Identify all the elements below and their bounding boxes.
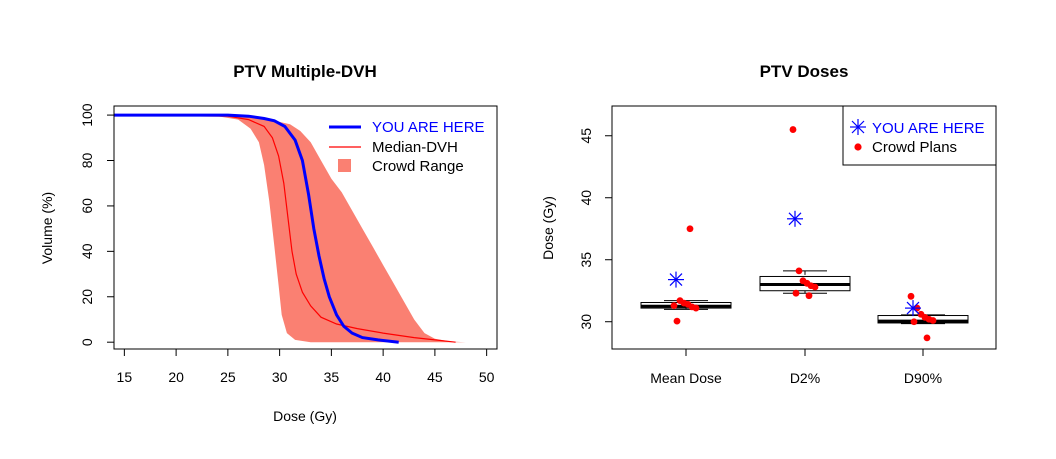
doses-legend-box [842,105,997,166]
legend-crowd-range-label: Crowd Range [372,158,464,175]
doses-y-tick-label: 40 [578,190,594,206]
dvh-x-tick-label: 40 [375,369,391,385]
crowd-plan-point [792,289,800,297]
crowd-plan-point [929,317,937,324]
legend-you-are-here-marker [850,119,866,135]
dvh-x-tick-label: 25 [220,369,236,385]
legend-median-dvh-label: Median-DVH [372,139,458,156]
crowd-plan-point [670,302,678,310]
dvh-x-tick-label: 20 [168,369,184,385]
you-are-here-marker [668,271,684,288]
dvh-y-tick-label: 20 [79,289,95,305]
dvh-x-tick-label: 30 [272,369,288,385]
doses-y-tick-label: 45 [578,128,594,144]
median-dvh-line [113,114,456,343]
dvh-plot-area [113,113,466,344]
dvh-y-tick-label: 80 [79,153,95,169]
doses-category-label: D2% [790,370,820,386]
you-are-here-markers [668,210,921,317]
dvh-legend: YOU ARE HERE Median-DVH Crowd Range [329,119,485,175]
dvh-y-tick-label: 100 [79,103,95,127]
you-are-here-marker [787,210,803,227]
doses-panel: PTV Doses Mean Dose D2% D90% 30 35 40 45 Dose… [540,62,997,386]
dvh-x-tick-label: 35 [324,369,340,385]
dvh-y-tick-label: 60 [79,198,95,214]
doses-y-tick-label: 30 [578,314,594,330]
legend-crowd-range-swatch [338,159,351,172]
crowd-plan-point [907,292,915,300]
legend-crowd-plans-label: Crowd Plans [872,139,957,156]
crowd-plan-point [686,225,694,233]
you-are-here-dvh-line [114,113,399,344]
legend-you-are-here-label: YOU ARE HERE [872,120,985,137]
dvh-x-tick-label: 45 [427,369,443,385]
crowd-plan-points [670,126,937,342]
dvh-x-tick-label: 15 [117,369,133,385]
crowd-plan-point [811,283,819,291]
you-are-here-marker [905,300,921,317]
crowd-plan-point [692,304,700,312]
doses-x-axis: Mean Dose D2% D90% [650,349,942,386]
dvh-y-axis: 0 20 40 60 80 100 [79,103,114,346]
legend-crowd-plans-marker [854,143,862,151]
doses-legend: YOU ARE HERE Crowd Plans [842,105,997,166]
doses-category-label: D90% [904,370,942,386]
doses-y-label: Dose (Gy) [540,196,556,260]
dvh-x-tick-label: 50 [479,369,495,385]
crowd-plan-point [673,317,681,325]
crowd-plan-point [789,126,797,133]
crowd-range-band [114,115,466,343]
dvh-panel: PTV Multiple-DVH 15 20 25 30 35 40 45 50 0 20 40 6… [39,62,498,424]
crowd-plan-point [805,292,813,300]
doses-title: PTV Doses [760,62,849,81]
crowd-plan-point [910,318,918,326]
legend-you-are-here-label: YOU ARE HERE [372,119,485,136]
dvh-x-axis: 15 20 25 30 35 40 45 50 [117,348,495,385]
dvh-y-tick-label: 0 [79,338,95,346]
doses-plot-frame [611,105,997,350]
dvh-title: PTV Multiple-DVH [233,62,377,81]
dvh-y-label: Volume (%) [39,192,55,264]
crowd-plan-point [795,267,803,275]
doses-y-axis: 30 35 40 45 [578,128,612,330]
dvh-y-tick-label: 40 [79,243,95,259]
dvh-x-label: Dose (Gy) [273,408,337,424]
crowd-plan-point [923,334,931,342]
doses-y-tick-label: 35 [578,252,594,268]
doses-category-label: Mean Dose [650,370,722,386]
